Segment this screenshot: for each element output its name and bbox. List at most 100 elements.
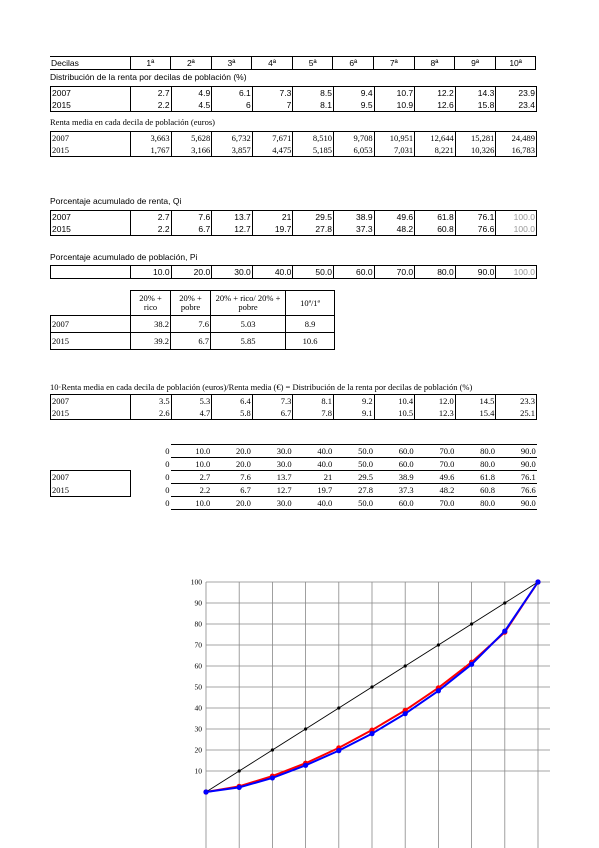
series-point <box>403 664 407 668</box>
y-tick-label: 80 <box>195 620 203 629</box>
value-cell: 100.0 <box>495 265 537 279</box>
value-cell: 0 <box>165 459 170 469</box>
value-cell: 25.1 <box>495 407 537 420</box>
series-point <box>435 688 441 694</box>
row-year <box>51 458 131 471</box>
table-row: 0 10.0 20.0 30.0 40.0 50.0 60.0 70.0 80.0 90.0 <box>51 457 537 471</box>
y-tick-label: 100 <box>191 578 203 587</box>
ratios-corner <box>51 291 131 316</box>
value-cell: 10.0 <box>170 444 212 458</box>
value-cell: 100.0 <box>495 210 537 223</box>
value-cell: 49.6 <box>414 470 456 484</box>
value-cell: 8,221 <box>414 144 456 157</box>
y-tick-label: 60 <box>195 662 203 671</box>
decile-header-6: 6ª <box>332 56 374 70</box>
value-cell: 20.0 <box>211 457 252 471</box>
value-cell: 6.7 <box>211 483 252 497</box>
value-cell: 10.0 <box>170 457 212 471</box>
series-point <box>303 762 309 768</box>
value-cell: 30.0 <box>251 444 293 458</box>
row-year: 2007 <box>50 315 131 333</box>
table-row: 2015 0 2.2 6.7 12.7 19.7 27.8 37.3 48.2 60.8 76.6 <box>50 483 537 497</box>
row-year: 2015 <box>50 483 131 497</box>
chart-grid <box>205 581 550 848</box>
relativo-table: 2007 3.5 5.3 6.4 7.3 8.1 9.2 10.4 12.0 14.5 23.3 20… <box>50 394 537 420</box>
row-year: 2015 <box>52 224 71 234</box>
renta-media-title: Renta media en cada decila de población … <box>50 117 215 127</box>
value-cell: 7.6 <box>170 315 211 333</box>
value-cell: 12.2 <box>414 86 456 99</box>
table-row: 2007 2.7 4.9 6.1 7.3 8.5 9.4 10.7 12.2 14.3 23.9 <box>51 86 537 99</box>
value-cell: 7.3 <box>251 394 293 407</box>
value-cell: 90.0 <box>496 444 537 458</box>
y-tick-label: 50 <box>195 683 203 692</box>
row-year: 2015 <box>52 145 69 155</box>
value-cell: 10.5 <box>373 407 415 420</box>
value-cell: 37.3 <box>332 223 375 236</box>
decile-header-3: 3ª <box>210 56 252 70</box>
series-point <box>337 706 341 710</box>
value-cell: 10.9 <box>373 99 415 112</box>
series-point <box>203 789 209 795</box>
table-row: 2015 2.2 4.5 6 7 8.1 9.5 10.9 12.6 15.8 23.4 <box>51 99 537 112</box>
value-cell: 5.85 <box>210 332 286 350</box>
value-cell: 13.7 <box>211 210 253 223</box>
value-cell: 6,732 <box>211 131 253 144</box>
value-cell: 10.4 <box>373 394 415 407</box>
value-cell: 5,628 <box>170 131 212 144</box>
row-year <box>51 497 131 510</box>
value-cell: 7,031 <box>373 144 415 157</box>
decile-header-10: 10ª <box>494 56 537 70</box>
value-cell: 29.5 <box>333 470 374 484</box>
value-cell: 4.5 <box>170 99 212 112</box>
y-tick-label: 40 <box>195 704 203 713</box>
acumulado-renta-title: Porcentaje acumulado de renta, Qi <box>50 196 182 206</box>
table-row: 2015 2.2 6.7 12.7 19.7 27.8 37.3 48.2 60.8 76.6 10… <box>51 223 537 236</box>
value-cell: 70.0 <box>414 496 456 510</box>
value-cell: 0 <box>165 446 170 456</box>
value-cell: 48.2 <box>373 223 415 236</box>
value-cell: 40.0 <box>292 444 334 458</box>
value-cell: 100.0 <box>495 223 537 236</box>
value-cell: 50.0 <box>333 496 374 510</box>
table-row: 2007 0 2.7 7.6 13.7 21 29.5 38.9 49.6 61.8 76.1 <box>50 470 537 484</box>
value-cell: 7.6 <box>211 470 252 484</box>
value-cell: 4.9 <box>170 86 212 99</box>
value-cell: 80.0 <box>414 265 456 279</box>
value-cell: 48.2 <box>414 483 456 497</box>
value-cell: 6,053 <box>332 144 375 157</box>
value-cell: 16,783 <box>495 144 537 157</box>
value-cell: 3,166 <box>170 144 212 157</box>
value-cell: 15.4 <box>454 407 496 420</box>
value-cell: 3.5 <box>130 394 172 407</box>
value-cell: 70.0 <box>414 457 456 471</box>
value-cell: 38.9 <box>373 470 415 484</box>
value-cell: 90.0 <box>496 496 537 510</box>
value-cell: 23.9 <box>495 86 537 99</box>
value-cell: 12.7 <box>251 483 293 497</box>
row-year: 2007 <box>52 212 71 222</box>
value-cell: 40.0 <box>292 457 334 471</box>
series-point <box>369 727 375 733</box>
value-cell: 30.0 <box>251 496 293 510</box>
row-year <box>51 266 131 279</box>
value-cell: 12.3 <box>414 407 456 420</box>
value-cell: 70.0 <box>373 265 415 279</box>
decile-header-2: 2ª <box>170 56 212 70</box>
distribucion-table: 2007 2.7 4.9 6.1 7.3 8.5 9.4 10.7 12.2 14.3 23.9 20… <box>50 86 537 112</box>
value-cell: 23.4 <box>495 99 537 112</box>
row-year <box>51 445 131 458</box>
relativo-title: 10·Renta media en cada decila de poblaci… <box>50 382 473 392</box>
value-cell: 21 <box>292 470 334 484</box>
value-cell: 61.8 <box>455 470 496 484</box>
value-cell: 38.9 <box>332 210 375 223</box>
decile-header-1: 1ª <box>129 56 171 70</box>
series-point <box>270 748 274 752</box>
value-cell: 12.6 <box>414 99 456 112</box>
table-row: 2007 2.7 7.6 13.7 21 29.5 38.9 49.6 61.8 76.1 100.… <box>51 210 537 223</box>
value-cell: 5,185 <box>292 144 334 157</box>
value-cell: 9.4 <box>332 86 375 99</box>
value-cell: 6.1 <box>211 86 253 99</box>
ratios-header-cell: 10ª/1ª <box>285 290 335 316</box>
distribucion-title: Distribución de la renta por decilas de … <box>50 72 247 82</box>
